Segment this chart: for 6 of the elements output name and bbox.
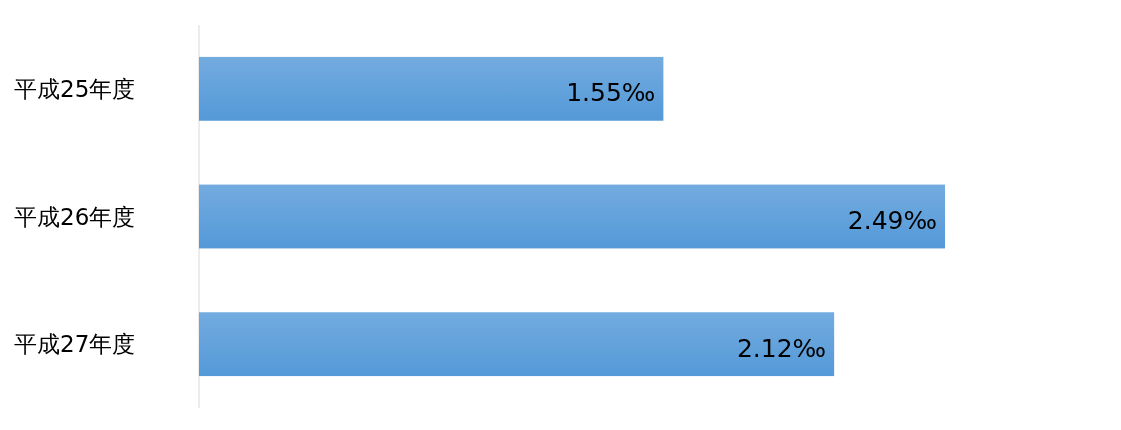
data-label: 2.49‰	[847, 206, 937, 235]
y-tick-label: 平成26年度	[14, 203, 136, 230]
data-label: 2.12‰	[736, 333, 827, 363]
data-label: 1.55‰	[566, 78, 656, 108]
y-tick-label: 平成25年度	[14, 75, 136, 102]
y-tick-label: 平成27年度	[14, 331, 136, 358]
